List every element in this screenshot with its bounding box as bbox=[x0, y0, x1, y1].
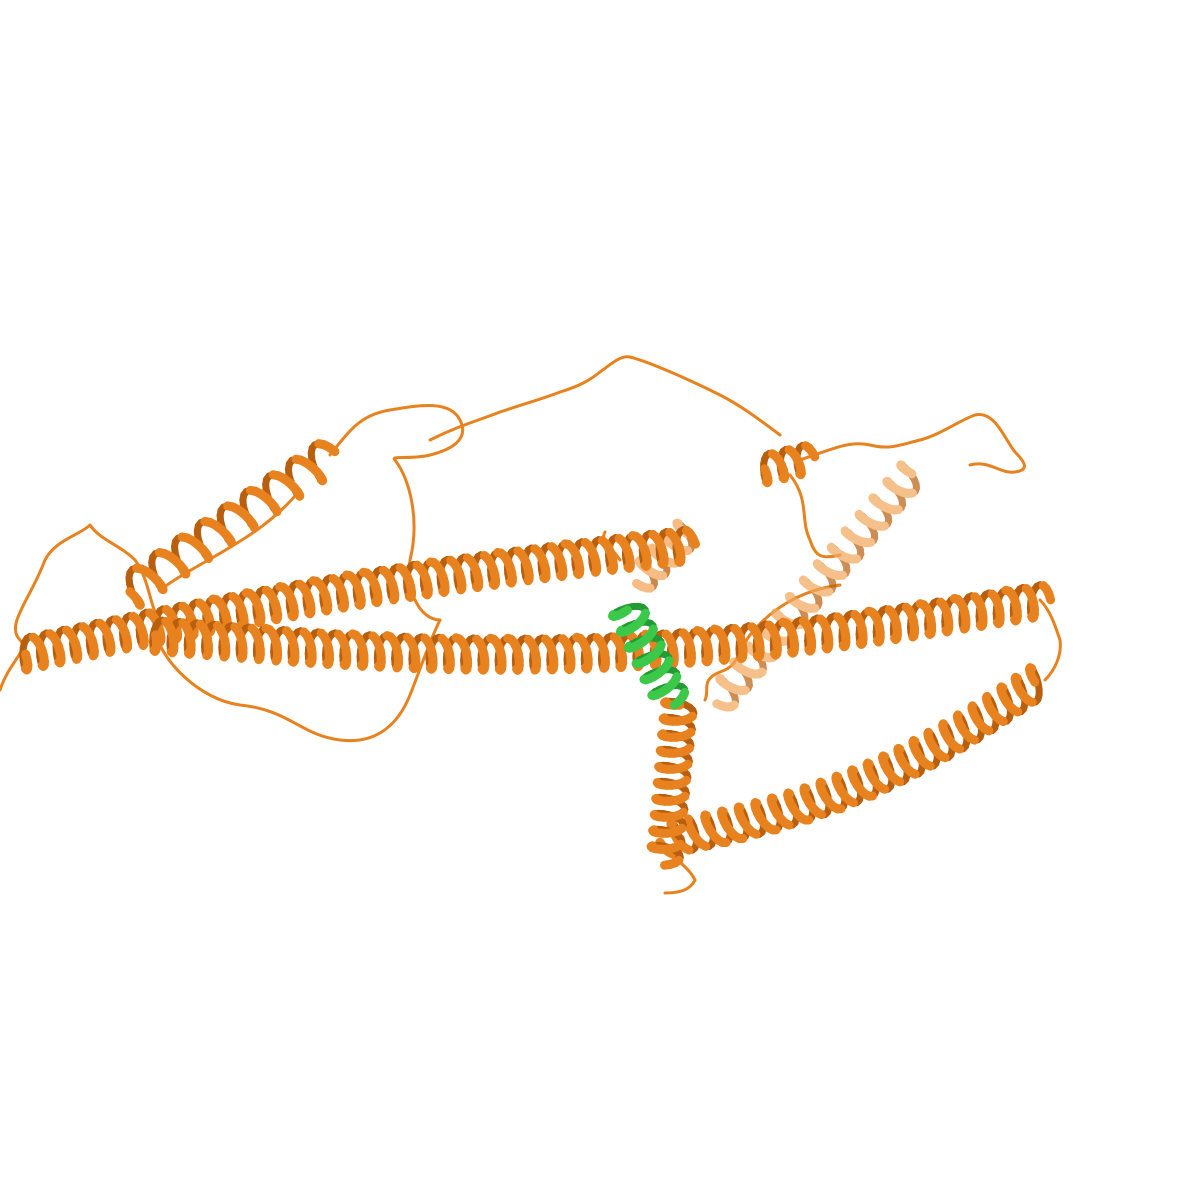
coil-loop-7 bbox=[798, 413, 1026, 474]
helix-short-top bbox=[760, 441, 820, 488]
coil-loop-6 bbox=[428, 355, 782, 442]
helix-highlight-green bbox=[608, 602, 690, 710]
helices-foreground bbox=[19, 439, 1056, 870]
coil-loop-2 bbox=[153, 618, 442, 743]
helix-descending bbox=[646, 697, 698, 870]
helix-back-right-diagonal bbox=[712, 460, 921, 712]
coil-loop-5 bbox=[393, 458, 442, 622]
coil-loop-3 bbox=[158, 488, 302, 592]
coil-loop-11 bbox=[1038, 598, 1062, 682]
coil-loop-4 bbox=[328, 404, 465, 462]
coil-loop-8 bbox=[788, 473, 842, 559]
helix-upper-left bbox=[125, 439, 340, 610]
helix-arc-right bbox=[655, 663, 1043, 859]
